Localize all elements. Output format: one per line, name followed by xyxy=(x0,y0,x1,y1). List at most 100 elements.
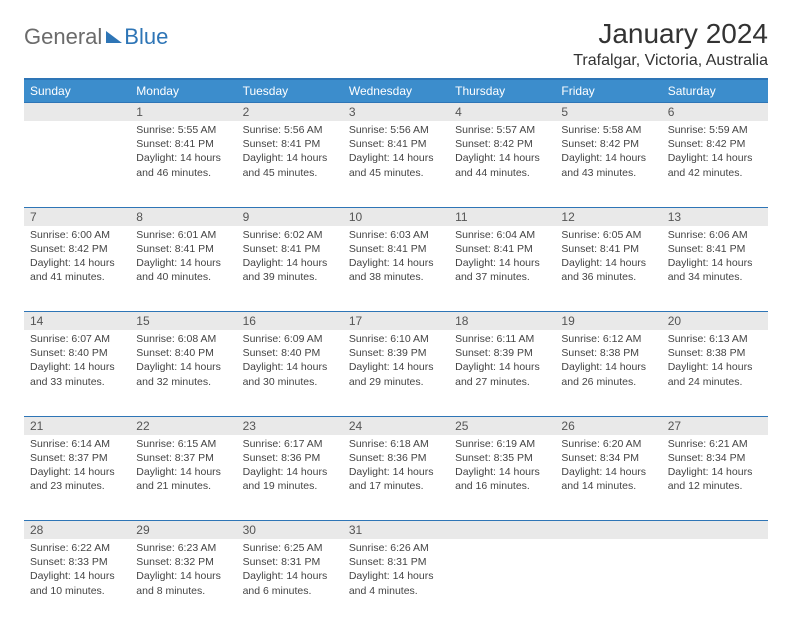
day-number: 29 xyxy=(130,521,236,539)
sunset-text: Sunset: 8:42 PM xyxy=(30,242,124,256)
sunrise-text: Sunrise: 6:09 AM xyxy=(243,332,337,346)
day-number-cell: 16 xyxy=(237,312,343,331)
sunset-text: Sunset: 8:41 PM xyxy=(455,242,549,256)
sunset-text: Sunset: 8:37 PM xyxy=(136,451,230,465)
day-content-row: Sunrise: 5:55 AMSunset: 8:41 PMDaylight:… xyxy=(24,121,768,207)
day-number-cell: 15 xyxy=(130,312,236,331)
sunrise-text: Sunrise: 6:11 AM xyxy=(455,332,549,346)
sunrise-text: Sunrise: 6:06 AM xyxy=(668,228,762,242)
calendar-body: 123456Sunrise: 5:55 AMSunset: 8:41 PMDay… xyxy=(24,103,768,626)
day-number-cell: 2 xyxy=(237,103,343,122)
sunrise-text: Sunrise: 5:58 AM xyxy=(561,123,655,137)
day-content-cell: Sunrise: 6:12 AMSunset: 8:38 PMDaylight:… xyxy=(555,330,661,416)
sunset-text: Sunset: 8:42 PM xyxy=(455,137,549,151)
day-number-row: 28293031 xyxy=(24,521,768,540)
day2-text: and 36 minutes. xyxy=(561,270,655,284)
day1-text: Daylight: 14 hours xyxy=(243,256,337,270)
day1-text: Daylight: 14 hours xyxy=(243,360,337,374)
sunset-text: Sunset: 8:38 PM xyxy=(668,346,762,360)
day-number-cell: 4 xyxy=(449,103,555,122)
location-label: Trafalgar, Victoria, Australia xyxy=(573,52,768,70)
day-content-cell: Sunrise: 6:19 AMSunset: 8:35 PMDaylight:… xyxy=(449,435,555,521)
day2-text: and 43 minutes. xyxy=(561,166,655,180)
sunset-text: Sunset: 8:40 PM xyxy=(243,346,337,360)
sunrise-text: Sunrise: 6:08 AM xyxy=(136,332,230,346)
day-number-cell: 31 xyxy=(343,521,449,540)
sunrise-text: Sunrise: 6:03 AM xyxy=(349,228,443,242)
sunrise-text: Sunrise: 5:57 AM xyxy=(455,123,549,137)
day2-text: and 42 minutes. xyxy=(668,166,762,180)
day-content-cell: Sunrise: 6:05 AMSunset: 8:41 PMDaylight:… xyxy=(555,226,661,312)
day-number: 24 xyxy=(343,417,449,435)
calendar-page: General Blue January 2024 Trafalgar, Vic… xyxy=(0,0,792,643)
day1-text: Daylight: 14 hours xyxy=(30,465,124,479)
day1-text: Daylight: 14 hours xyxy=(136,151,230,165)
day-content-cell: Sunrise: 6:25 AMSunset: 8:31 PMDaylight:… xyxy=(237,539,343,625)
day-number-cell: 27 xyxy=(662,416,768,435)
day-content-cell: Sunrise: 5:59 AMSunset: 8:42 PMDaylight:… xyxy=(662,121,768,207)
day-content-cell: Sunrise: 6:23 AMSunset: 8:32 PMDaylight:… xyxy=(130,539,236,625)
day-number: 25 xyxy=(449,417,555,435)
day-content-cell: Sunrise: 5:56 AMSunset: 8:41 PMDaylight:… xyxy=(343,121,449,207)
day-number-row: 21222324252627 xyxy=(24,416,768,435)
weekday-row: SundayMondayTuesdayWednesdayThursdayFrid… xyxy=(24,80,768,103)
logo-triangle-icon xyxy=(106,31,122,43)
day-number: 11 xyxy=(449,208,555,226)
day-content-cell: Sunrise: 6:10 AMSunset: 8:39 PMDaylight:… xyxy=(343,330,449,416)
day-number: 9 xyxy=(237,208,343,226)
day2-text: and 21 minutes. xyxy=(136,479,230,493)
sunset-text: Sunset: 8:32 PM xyxy=(136,555,230,569)
day-content-cell: Sunrise: 6:08 AMSunset: 8:40 PMDaylight:… xyxy=(130,330,236,416)
sunrise-text: Sunrise: 6:05 AM xyxy=(561,228,655,242)
day1-text: Daylight: 14 hours xyxy=(561,256,655,270)
day-number-row: 14151617181920 xyxy=(24,312,768,331)
day1-text: Daylight: 14 hours xyxy=(349,569,443,583)
day-content-row: Sunrise: 6:22 AMSunset: 8:33 PMDaylight:… xyxy=(24,539,768,625)
day-content-cell xyxy=(449,539,555,625)
day-number-cell: 11 xyxy=(449,207,555,226)
sunrise-text: Sunrise: 6:17 AM xyxy=(243,437,337,451)
sunrise-text: Sunrise: 6:10 AM xyxy=(349,332,443,346)
day-number: 18 xyxy=(449,312,555,330)
day-content-cell: Sunrise: 6:02 AMSunset: 8:41 PMDaylight:… xyxy=(237,226,343,312)
sunrise-text: Sunrise: 6:26 AM xyxy=(349,541,443,555)
sunset-text: Sunset: 8:37 PM xyxy=(30,451,124,465)
day-number xyxy=(24,103,130,121)
day1-text: Daylight: 14 hours xyxy=(349,465,443,479)
sunset-text: Sunset: 8:41 PM xyxy=(243,137,337,151)
calendar-head: SundayMondayTuesdayWednesdayThursdayFrid… xyxy=(24,80,768,103)
day2-text: and 45 minutes. xyxy=(243,166,337,180)
day1-text: Daylight: 14 hours xyxy=(136,569,230,583)
sunset-text: Sunset: 8:39 PM xyxy=(349,346,443,360)
day1-text: Daylight: 14 hours xyxy=(349,256,443,270)
sunset-text: Sunset: 8:39 PM xyxy=(455,346,549,360)
day-number-cell: 13 xyxy=(662,207,768,226)
sunset-text: Sunset: 8:31 PM xyxy=(349,555,443,569)
day-number-cell: 22 xyxy=(130,416,236,435)
day2-text: and 17 minutes. xyxy=(349,479,443,493)
day-number-cell: 20 xyxy=(662,312,768,331)
day-number: 14 xyxy=(24,312,130,330)
sunrise-text: Sunrise: 5:56 AM xyxy=(243,123,337,137)
weekday-header: Wednesday xyxy=(343,80,449,103)
day-content-cell: Sunrise: 6:03 AMSunset: 8:41 PMDaylight:… xyxy=(343,226,449,312)
day-number-row: 123456 xyxy=(24,103,768,122)
day-content-cell: Sunrise: 6:00 AMSunset: 8:42 PMDaylight:… xyxy=(24,226,130,312)
day-content-cell xyxy=(662,539,768,625)
day-number: 22 xyxy=(130,417,236,435)
sunset-text: Sunset: 8:31 PM xyxy=(243,555,337,569)
day-content-cell: Sunrise: 6:15 AMSunset: 8:37 PMDaylight:… xyxy=(130,435,236,521)
day2-text: and 24 minutes. xyxy=(668,375,762,389)
day-number: 27 xyxy=(662,417,768,435)
day-content-cell: Sunrise: 6:18 AMSunset: 8:36 PMDaylight:… xyxy=(343,435,449,521)
day2-text: and 4 minutes. xyxy=(349,584,443,598)
sunrise-text: Sunrise: 6:18 AM xyxy=(349,437,443,451)
day-number-row: 78910111213 xyxy=(24,207,768,226)
sunset-text: Sunset: 8:41 PM xyxy=(243,242,337,256)
day1-text: Daylight: 14 hours xyxy=(668,256,762,270)
sunset-text: Sunset: 8:36 PM xyxy=(349,451,443,465)
day-number: 19 xyxy=(555,312,661,330)
day2-text: and 37 minutes. xyxy=(455,270,549,284)
day-content-cell: Sunrise: 6:20 AMSunset: 8:34 PMDaylight:… xyxy=(555,435,661,521)
day-number: 13 xyxy=(662,208,768,226)
